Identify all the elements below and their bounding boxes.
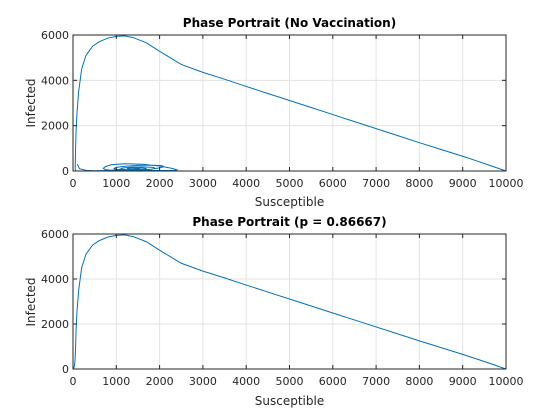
top-subplot-y-tick-label: 2000	[41, 120, 69, 133]
bottom-subplot-x-tick-label: 4000	[232, 375, 260, 388]
bottom-subplot-title: Phase Portrait (p = 0.86667)	[192, 215, 386, 229]
top-subplot: Phase Portrait (No Vaccination) Suscepti…	[24, 16, 524, 209]
top-subplot-data	[74, 35, 507, 172]
bottom-subplot-ticks: 0 1000 2000 3000 4000 5000 6000 7000 8000 9000 100…	[41, 228, 524, 388]
top-subplot-x-tick-label: 9000	[449, 177, 477, 190]
bottom-subplot: Phase Portrait (p = 0.86667) Susceptible…	[24, 215, 524, 408]
top-subplot-y-tick-label: 6000	[41, 29, 69, 42]
top-subplot-x-tick-label: 7000	[362, 177, 390, 190]
top-subplot-x-tick-label: 5000	[276, 177, 304, 190]
bottom-subplot-x-tick-label: 2000	[146, 375, 174, 388]
bottom-subplot-x-tick-label: 7000	[362, 375, 390, 388]
top-subplot-y-tick-label: 0	[62, 165, 69, 178]
bottom-subplot-x-tick-label: 9000	[449, 375, 477, 388]
bottom-subplot-x-tick-label: 5000	[276, 375, 304, 388]
bottom-subplot-x-tick-label: 1000	[102, 375, 130, 388]
bottom-subplot-y-tick-label: 4000	[41, 273, 69, 286]
top-subplot-x-tick-label: 6000	[319, 177, 347, 190]
bottom-subplot-x-tick-label: 0	[70, 375, 77, 388]
top-subplot-x-tick-label: 8000	[405, 177, 433, 190]
top-subplot-x-tick-label: 0	[70, 177, 77, 190]
bottom-subplot-data	[72, 234, 507, 370]
top-subplot-x-tick-label: 1000	[102, 177, 130, 190]
top-subplot-y-tick-label: 4000	[41, 74, 69, 87]
top-subplot-trajectory-1	[74, 35, 507, 172]
bottom-subplot-y-tick-label: 0	[62, 363, 69, 376]
top-subplot-x-tick-label: 10000	[489, 177, 524, 190]
bottom-subplot-y-tick-label: 6000	[41, 228, 69, 241]
bottom-subplot-trajectory-1	[72, 234, 507, 370]
top-subplot-trajectory-2	[76, 163, 179, 172]
top-subplot-x-axis-label: Susceptible	[255, 195, 324, 209]
bottom-subplot-x-tick-label: 8000	[405, 375, 433, 388]
bottom-subplot-x-tick-label: 10000	[489, 375, 524, 388]
bottom-subplot-x-axis-label: Susceptible	[255, 394, 324, 408]
top-subplot-y-axis-label: Infected	[24, 78, 38, 127]
top-subplot-x-tick-label: 2000	[146, 177, 174, 190]
bottom-subplot-x-tick-label: 6000	[319, 375, 347, 388]
top-subplot-x-tick-label: 4000	[232, 177, 260, 190]
top-subplot-x-tick-label: 3000	[189, 177, 217, 190]
bottom-subplot-y-tick-label: 2000	[41, 318, 69, 331]
bottom-subplot-y-axis-label: Infected	[24, 277, 38, 326]
bottom-subplot-x-tick-label: 3000	[189, 375, 217, 388]
top-subplot-ticks: 0 1000 2000 3000 4000 5000 6000 7000 8000 9000 100…	[41, 29, 524, 190]
top-subplot-title: Phase Portrait (No Vaccination)	[183, 16, 396, 30]
